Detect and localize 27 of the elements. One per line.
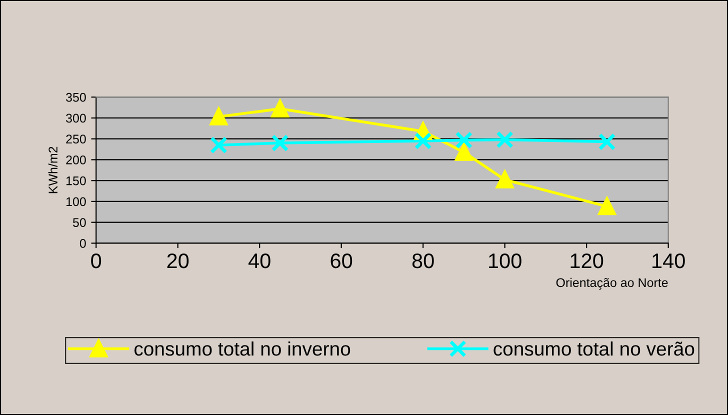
point: [496, 131, 514, 148]
y-tick-label: 200: [66, 156, 86, 164]
x-tick-label: 0: [91, 253, 102, 268]
x-tick-label: 100: [489, 253, 522, 268]
x-tick-label: 40: [248, 253, 270, 268]
x-tick-label: 80: [412, 253, 434, 268]
point: [271, 134, 289, 152]
legend-label: consumo total no verão: [494, 341, 694, 356]
point: [414, 132, 432, 150]
x-tick-label: 60: [330, 253, 352, 268]
x-tick-label: 20: [167, 253, 189, 268]
y-tick-label: 250: [66, 134, 86, 144]
x-axis-title: Orientação ao Norte: [556, 278, 668, 290]
y-axis-title: KWh/m2: [48, 146, 58, 194]
y-tick-label: 300: [66, 114, 86, 123]
y-tick-label: 0: [80, 238, 86, 248]
y-tick-label: 150: [66, 176, 86, 186]
y-tick-label: 50: [72, 218, 86, 227]
point: [598, 198, 616, 216]
x-tick-label: 140: [652, 253, 685, 268]
x-tick-label: 120: [570, 253, 604, 268]
point: [455, 131, 473, 149]
y-tick-label: 100: [66, 197, 86, 206]
point: [598, 133, 616, 150]
legend-label: consumo total no inverno: [134, 341, 350, 356]
y-tick-label: 350: [66, 92, 86, 102]
point: [210, 136, 228, 154]
